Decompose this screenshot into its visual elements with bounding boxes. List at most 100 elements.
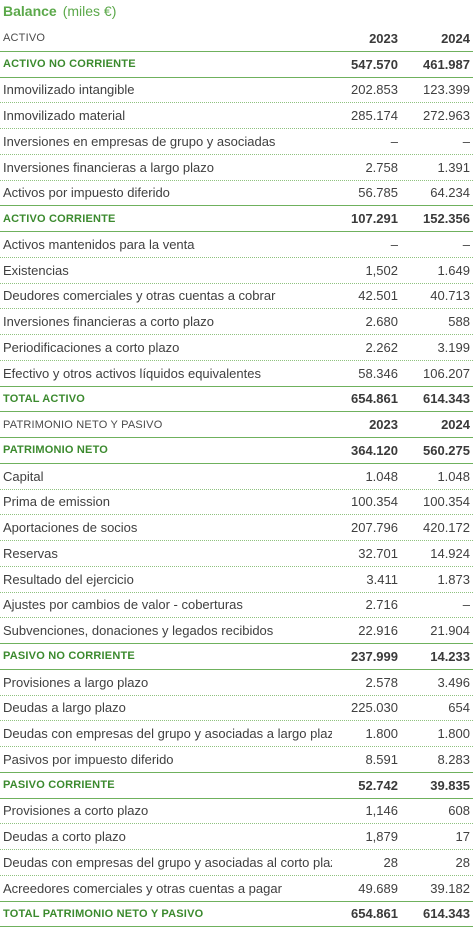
row-label: Aportaciones de socios: [0, 520, 332, 535]
table-row: Activos mantenidos para la venta––: [0, 232, 473, 258]
value-2024: 64.234: [398, 185, 473, 200]
value-2023: 2.262: [332, 340, 398, 355]
value-2024: 461.987: [398, 57, 473, 72]
row-label: ACTIVO NO CORRIENTE: [0, 58, 332, 70]
row-label: TOTAL ACTIVO: [0, 393, 332, 405]
row-label: Inmovilizado intangible: [0, 82, 332, 97]
value-2023: 52.742: [332, 778, 398, 793]
value-2024: 123.399: [398, 82, 473, 97]
table-row: Inversiones en empresas de grupo y asoci…: [0, 129, 473, 155]
value-2024: 14.924: [398, 546, 473, 561]
value-2023: 654.861: [332, 906, 398, 921]
value-2024: 21.904: [398, 623, 473, 638]
value-2024: 608: [398, 803, 473, 818]
value-2024: 39.182: [398, 881, 473, 896]
value-2024: –: [398, 134, 473, 149]
row-label: Capital: [0, 469, 332, 484]
table-row: Deudas con empresas del grupo y asociada…: [0, 850, 473, 876]
value-2023: 22.916: [332, 623, 398, 638]
value-2024: 8.283: [398, 752, 473, 767]
value-2023: 2023: [332, 31, 398, 46]
table-row: Efectivo y otros activos líquidos equiva…: [0, 361, 473, 387]
row-label: Periodificaciones a corto plazo: [0, 340, 332, 355]
value-2023: 56.785: [332, 185, 398, 200]
value-2024: 560.275: [398, 443, 473, 458]
value-2024: 1.649: [398, 263, 473, 278]
value-2024: 1.391: [398, 160, 473, 175]
table-row: Ajustes por cambios de valor - cobertura…: [0, 593, 473, 619]
row-label: Deudas con empresas del grupo y asociada…: [0, 726, 332, 741]
value-2023: 364.120: [332, 443, 398, 458]
row-label: Deudas a largo plazo: [0, 700, 332, 715]
row-label: Inversiones en empresas de grupo y asoci…: [0, 134, 332, 149]
row-label: Pasivos por impuesto diferido: [0, 752, 332, 767]
table-row: Subvenciones, donaciones y legados recib…: [0, 618, 473, 644]
row-label: Deudas con empresas del grupo y asociada…: [0, 855, 332, 870]
value-2023: 2.578: [332, 675, 398, 690]
value-2023: 207.796: [332, 520, 398, 535]
row-label: ACTIVO CORRIENTE: [0, 213, 332, 225]
value-2023: 237.999: [332, 649, 398, 664]
value-2023: 8.591: [332, 752, 398, 767]
row-label: Subvenciones, donaciones y legados recib…: [0, 623, 332, 638]
value-2024: 106.207: [398, 366, 473, 381]
row-label: PATRIMONIO NETO Y PASIVO: [0, 419, 332, 431]
value-2023: 1,502: [332, 263, 398, 278]
value-2024: 272.963: [398, 108, 473, 123]
value-2023: 32.701: [332, 546, 398, 561]
value-2024: 588: [398, 314, 473, 329]
row-label: Resultado del ejercicio: [0, 572, 332, 587]
value-2024: 2024: [398, 417, 473, 432]
value-2024: 2024: [398, 31, 473, 46]
value-2024: 1.800: [398, 726, 473, 741]
row-label: PASIVO CORRIENTE: [0, 779, 332, 791]
row-label: Inversiones financieras a largo plazo: [0, 160, 332, 175]
value-2023: 1,146: [332, 803, 398, 818]
value-2024: 14.233: [398, 649, 473, 664]
row-label: ACTIVO: [0, 32, 332, 44]
row-label: Activos mantenidos para la venta: [0, 237, 332, 252]
value-2024: 420.172: [398, 520, 473, 535]
value-2024: 614.343: [398, 391, 473, 406]
value-2024: 614.343: [398, 906, 473, 921]
value-2023: 547.570: [332, 57, 398, 72]
value-2024: 40.713: [398, 288, 473, 303]
value-2023: 202.853: [332, 82, 398, 97]
value-2024: –: [398, 597, 473, 612]
row-label: Existencias: [0, 263, 332, 278]
row-label: Inmovilizado material: [0, 108, 332, 123]
page-title: Balance (miles €): [3, 0, 116, 24]
value-2024: 654: [398, 700, 473, 715]
row-label: Provisiones a largo plazo: [0, 675, 332, 690]
row-label: Efectivo y otros activos líquidos equiva…: [0, 366, 332, 381]
value-2023: 1.800: [332, 726, 398, 741]
row-label: PASIVO NO CORRIENTE: [0, 650, 332, 662]
row-label: Prima de emission: [0, 494, 332, 509]
row-label: Deudores comerciales y otras cuentas a c…: [0, 288, 332, 303]
table-row: Deudores comerciales y otras cuentas a c…: [0, 284, 473, 310]
row-label: Acreedores comerciales y otras cuentas a…: [0, 881, 332, 896]
title-bold: Balance: [3, 3, 57, 19]
title-unit: (miles €): [63, 3, 117, 19]
